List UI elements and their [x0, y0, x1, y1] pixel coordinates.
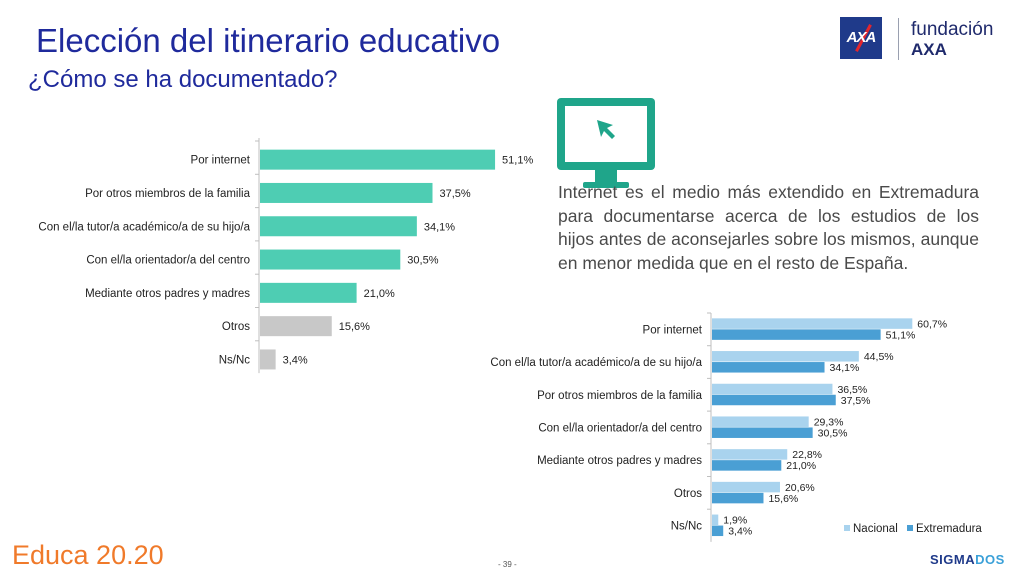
chart2-bar-extremadura: [712, 329, 881, 340]
chart1-bar: [260, 216, 417, 237]
axa-logo: AXA: [840, 17, 882, 59]
chart2-value-label: 15,6%: [768, 493, 798, 505]
fundacion-label: fundación: [911, 19, 994, 40]
chart2-bar-nacional: [712, 383, 833, 395]
chart1-bar: [260, 149, 496, 170]
chart1-value-label: 3,4%: [283, 354, 308, 366]
chart1-bar: [260, 316, 332, 337]
chart2-bar-extremadura: [712, 394, 836, 406]
chart2-bar-nacional: [712, 514, 719, 526]
chart-documentation-extremadura: Por internet 51,1% Por otros miembros de l…: [38, 138, 533, 374]
chart2-category-label: Mediante otros padres y madres: [537, 455, 702, 467]
chart1-category-label: Con el/la orientador/a del centro: [86, 255, 250, 267]
chart2-value-label: 60,7%: [917, 318, 947, 330]
chart2-value-label: 30,5%: [818, 427, 848, 439]
chart1-bar: [260, 249, 401, 270]
chart2-category-label: Con el/la tutor/a académico/a de su hijo…: [490, 357, 702, 369]
page-number: - 39 -: [498, 560, 517, 569]
chart1-value-label: 34,1%: [424, 221, 455, 233]
chart2-value-label: 21,0%: [786, 460, 816, 472]
chart2-value-label: 29,3%: [814, 416, 844, 428]
chart2-category-label: Ns/Nc: [671, 521, 703, 533]
chart2-bar-extremadura: [712, 427, 813, 438]
chart2-category-label: Con el/la orientador/a del centro: [538, 422, 702, 434]
chart2-bar-extremadura: [712, 460, 782, 471]
chart2-bar-nacional: [712, 318, 913, 329]
chart1-category-label: Con el/la tutor/a académico/a de su hijo…: [38, 221, 250, 233]
chart2-value-label: 3,4%: [728, 526, 752, 538]
chart2-bar-nacional: [712, 416, 809, 427]
chart2-bar-extremadura: [712, 492, 764, 504]
chart2-value-label: 44,5%: [864, 351, 894, 363]
chart1-category-label: Por internet: [191, 155, 251, 167]
chart2-bar-extremadura: [712, 525, 724, 537]
page-title: Elección del itinerario educativo: [36, 22, 501, 59]
chart2-bar-extremadura: [712, 362, 825, 373]
sigmados-logo: SIGMADOS: [930, 552, 1005, 567]
chart1-category-label: Otros: [222, 321, 250, 333]
summary-paragraph: Internet es el medio más extendido en Ex…: [558, 182, 979, 273]
chart1-value-label: 21,0%: [364, 288, 395, 300]
chart2-category-label: Por otros miembros de la familia: [537, 390, 702, 402]
chart2-value-label: 36,5%: [837, 384, 867, 396]
legend-label-nacional: Nacional: [853, 523, 898, 535]
chart2-value-label: 20,6%: [785, 482, 815, 494]
chart1-bar: [260, 349, 276, 370]
axa-logo-text: AXA: [846, 29, 877, 46]
chart2-category-label: Por internet: [643, 324, 703, 336]
legend-label-extremadura: Extremadura: [916, 523, 982, 535]
fundacion-axa-label: AXA: [911, 40, 947, 59]
monitor-cursor-icon: [557, 98, 655, 188]
chart1-category-label: Por otros miembros de la familia: [85, 188, 250, 200]
legend-swatch-nacional: [844, 525, 850, 531]
chart2-bar-nacional: [712, 351, 859, 362]
chart1-category-label: Mediante otros padres y madres: [85, 288, 250, 300]
chart2-bar-nacional: [712, 481, 780, 493]
chart1-category-label: Ns/Nc: [219, 354, 251, 366]
chart2-value-label: 22,8%: [792, 449, 822, 461]
legend-swatch-extremadura: [907, 525, 913, 531]
chart2-value-label: 34,1%: [830, 362, 860, 374]
page-subtitle: ¿Cómo se ha documentado?: [28, 66, 338, 93]
chart1-value-label: 15,6%: [339, 321, 370, 333]
chart2-value-label: 1,9%: [723, 515, 747, 527]
chart2-value-label: 37,5%: [841, 395, 871, 407]
chart1-bar: [260, 282, 357, 303]
chart1-value-label: 30,5%: [407, 255, 438, 267]
chart2-bar-nacional: [712, 449, 788, 460]
chart1-bar: [260, 182, 433, 203]
chart1-value-label: 51,1%: [502, 155, 533, 167]
chart2-value-label: 51,1%: [886, 329, 916, 341]
chart2-category-label: Otros: [674, 488, 702, 500]
chart1-value-label: 37,5%: [440, 188, 471, 200]
logo-divider: [898, 18, 899, 60]
educa-logo: Educa 20.20: [12, 540, 164, 570]
